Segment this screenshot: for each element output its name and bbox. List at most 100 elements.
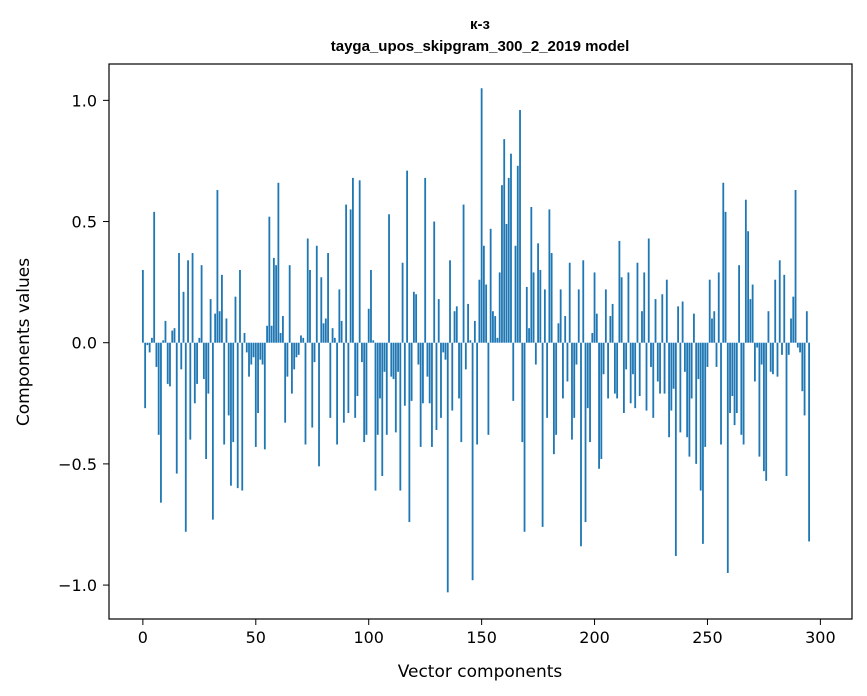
bar-28 <box>205 342 208 460</box>
bar-5 <box>153 211 156 343</box>
bar-254 <box>715 342 718 367</box>
bar-265 <box>740 342 743 435</box>
bar-239 <box>681 301 684 343</box>
bar-143 <box>464 342 467 370</box>
bar-147 <box>473 320 476 343</box>
bar-9 <box>162 340 165 343</box>
bar-137 <box>451 342 454 411</box>
bar-195 <box>582 260 585 343</box>
bar-150 <box>480 88 483 343</box>
bar-95 <box>356 342 359 397</box>
bar-42 <box>236 342 239 489</box>
bar-294 <box>805 311 808 343</box>
y-tick-label: −1.0 <box>58 576 97 595</box>
bar-36 <box>223 342 226 445</box>
bar-166 <box>516 165 519 343</box>
bar-268 <box>747 231 750 343</box>
bar-163 <box>510 153 512 343</box>
bar-47 <box>248 342 250 377</box>
bar-283 <box>781 342 783 355</box>
bar-174 <box>534 342 537 365</box>
bar-129 <box>433 221 436 343</box>
y-tick-label: 0.5 <box>72 213 97 232</box>
bar-111 <box>392 342 395 380</box>
bar-288 <box>792 296 795 343</box>
bar-114 <box>399 342 402 491</box>
bar-290 <box>796 342 799 348</box>
bar-54 <box>263 342 266 450</box>
bar-282 <box>778 260 781 343</box>
x-axis-ticks: 0 50 100 150 200 250 300 <box>138 619 836 647</box>
bar-63 <box>284 342 287 423</box>
bar-48 <box>250 342 253 365</box>
bar-152 <box>485 284 488 343</box>
bar-133 <box>442 342 445 353</box>
bar-216 <box>629 342 632 404</box>
bar-77 <box>315 245 318 343</box>
bar-55 <box>266 325 268 343</box>
bar-62 <box>281 316 284 343</box>
x-tick-label: 300 <box>805 628 836 647</box>
bar-241 <box>686 342 689 438</box>
bar-261 <box>731 342 734 397</box>
bar-4 <box>151 337 153 343</box>
bar-240 <box>683 342 686 372</box>
bar-128 <box>431 342 433 447</box>
bar-178 <box>543 289 546 343</box>
bar-144 <box>467 303 469 343</box>
bar-31 <box>211 342 214 520</box>
bar-277 <box>767 311 770 343</box>
bar-18 <box>182 291 185 343</box>
bar-157 <box>496 337 499 343</box>
bar-286 <box>787 342 790 355</box>
bar-293 <box>803 342 806 416</box>
bar-13 <box>171 330 174 343</box>
bar-80 <box>322 323 325 343</box>
bar-183 <box>555 342 558 435</box>
bar-60 <box>277 182 280 343</box>
bar-196 <box>584 342 587 523</box>
bar-86 <box>336 342 338 445</box>
bar-180 <box>548 209 551 343</box>
bar-252 <box>711 318 713 343</box>
bar-32 <box>214 313 217 343</box>
bar-61 <box>279 333 282 343</box>
bar-2 <box>146 342 149 346</box>
bar-187 <box>564 316 567 343</box>
bar-30 <box>209 299 212 343</box>
bar-220 <box>638 342 641 397</box>
bar-126 <box>426 342 429 377</box>
bar-68 <box>295 342 298 358</box>
bar-113 <box>397 342 399 372</box>
bar-160 <box>503 139 506 343</box>
y-axis-ticks: −1.0 −0.5 0.0 0.5 1.0 <box>58 91 109 595</box>
bar-8 <box>160 342 162 503</box>
bar-165 <box>514 245 517 343</box>
bar-132 <box>440 342 442 418</box>
bar-45 <box>243 333 246 343</box>
bar-205 <box>604 289 607 343</box>
bar-26 <box>200 265 203 343</box>
bar-155 <box>492 311 494 343</box>
bar-104 <box>376 342 379 435</box>
bar-141 <box>460 342 463 443</box>
bar-192 <box>575 342 578 365</box>
bar-274 <box>760 342 763 365</box>
bar-139 <box>455 306 458 343</box>
bar-213 <box>623 342 625 413</box>
bar-125 <box>424 177 427 343</box>
bar-253 <box>713 311 716 343</box>
bar-167 <box>519 110 521 343</box>
bar-74 <box>309 270 311 343</box>
bar-97 <box>361 342 363 363</box>
chart-title: к-з <box>470 16 490 33</box>
bar-71 <box>302 337 305 343</box>
bar-109 <box>388 214 390 343</box>
bar-224 <box>647 238 650 343</box>
bar-82 <box>327 253 329 343</box>
bar-41 <box>234 296 237 343</box>
bar-40 <box>232 342 235 443</box>
bar-149 <box>478 279 481 343</box>
bar-88 <box>340 320 343 343</box>
bar-108 <box>385 342 388 435</box>
